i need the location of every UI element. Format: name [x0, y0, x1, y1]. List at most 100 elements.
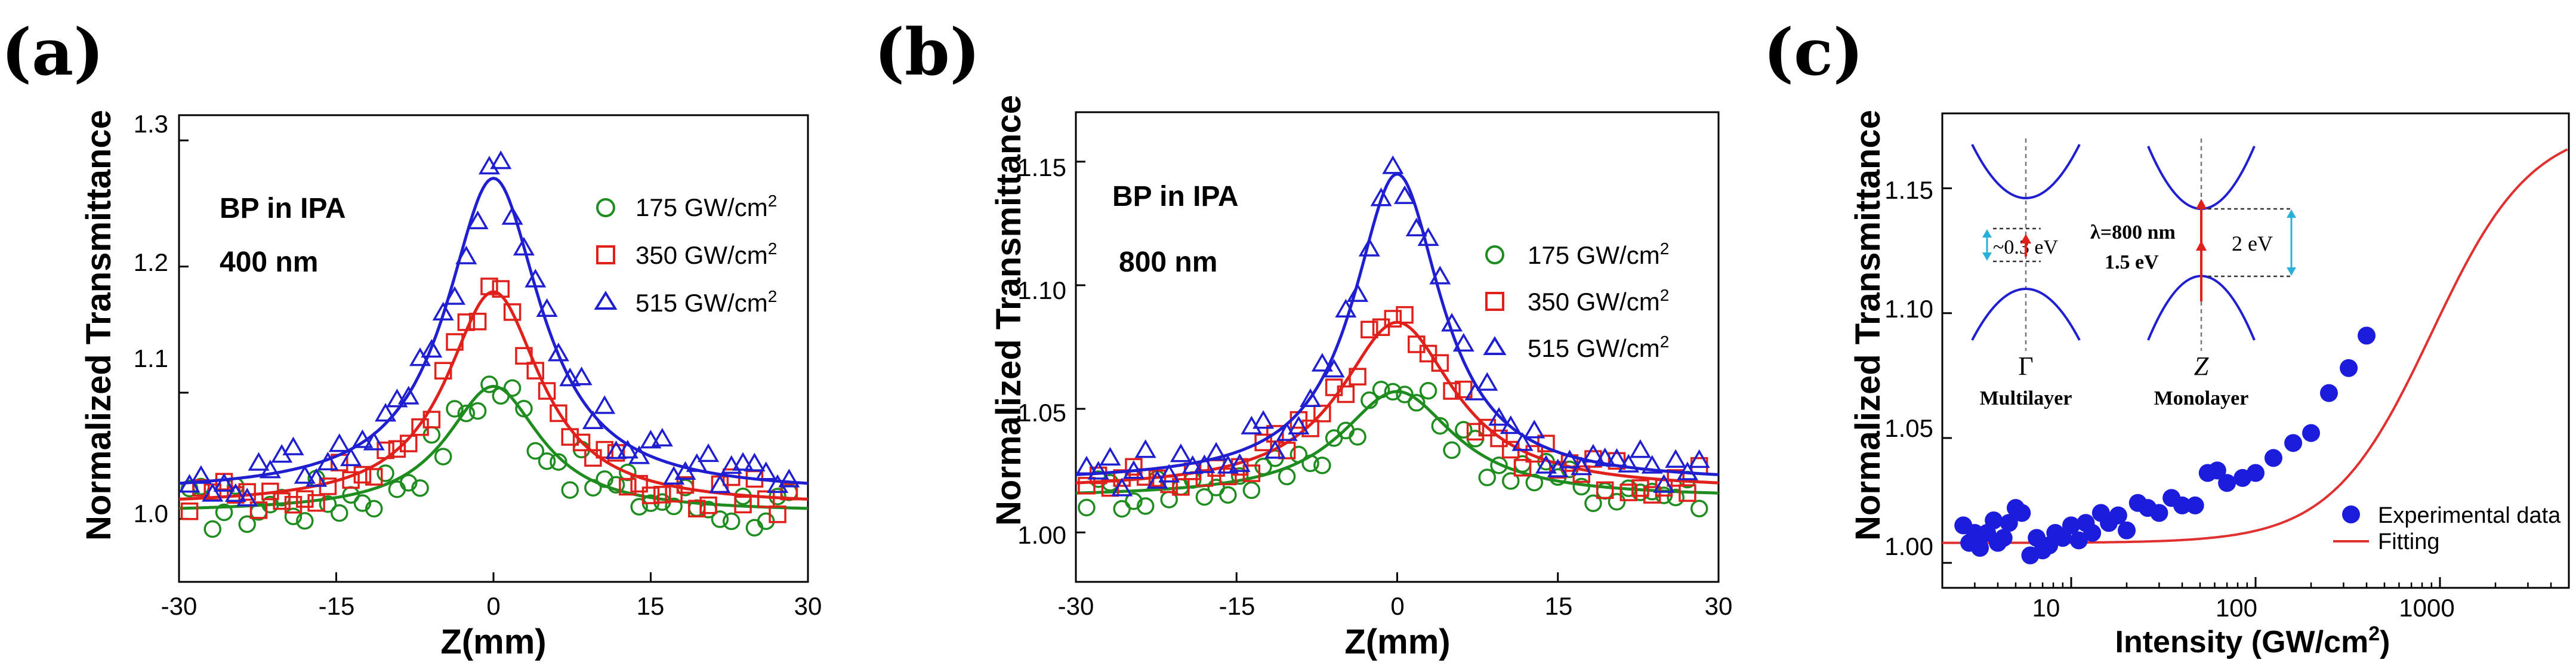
wavelength-annotation: 400 nm — [220, 246, 318, 278]
data-point-circle — [665, 497, 683, 516]
y-tick-label: 1.15 — [1017, 153, 1066, 181]
data-point — [2218, 474, 2236, 492]
x-tick-labels: -30 -15 0 15 30 — [1058, 592, 1733, 620]
optical-transitions — [2020, 199, 2207, 301]
data-point-triangle — [467, 210, 489, 230]
data-point-circle — [365, 500, 383, 518]
data-point-triangle — [1452, 332, 1474, 352]
data-point-circle — [399, 474, 418, 492]
data-point-triangle — [651, 427, 673, 447]
y-tick-label: 1.15 — [1884, 176, 1933, 204]
legend: Experimental data Fitting — [2333, 503, 2561, 554]
data-point-triangle — [1311, 353, 1333, 372]
data-point-circle — [1207, 479, 1225, 497]
wavelength-label: λ=800 nm — [2090, 221, 2176, 243]
data-point-triangle — [1170, 443, 1192, 463]
panel-label: (a) — [1, 15, 104, 90]
data-point-circle — [550, 453, 567, 471]
data-point-circle — [1572, 477, 1590, 496]
data-point — [2150, 504, 2168, 522]
legend-entry: Fitting — [2378, 529, 2439, 554]
legend: 175 GW/cm2 350 GW/cm2 515 GW/cm2 — [594, 192, 777, 317]
data-point-circle — [331, 504, 348, 522]
y-tick-label: 1.2 — [134, 248, 168, 276]
data-point-triangle — [1099, 446, 1121, 466]
data-point-circle — [1431, 417, 1449, 435]
data-point-triangle — [570, 366, 593, 386]
panel-b: (b) Normalized Transmittance Z(mm) -30 -… — [874, 15, 1732, 661]
legend-entry: 515 GW/cm2 — [635, 287, 777, 317]
data-point-square — [515, 347, 533, 365]
data-point-triangle — [1441, 313, 1463, 332]
data-point — [2247, 464, 2265, 482]
x-tick-labels: -30 -15 0 15 30 — [161, 592, 822, 620]
data-point-circle — [457, 404, 476, 423]
y-tick-label: 1.00 — [1017, 521, 1066, 549]
data-point-square — [734, 495, 752, 514]
data-point-triangle — [1653, 474, 1675, 493]
data-point-triangle — [375, 403, 397, 422]
data-point-triangle — [582, 410, 604, 430]
data-point-square — [457, 313, 476, 331]
data-point-triangle — [594, 395, 616, 414]
data-point-triangle — [1134, 439, 1156, 458]
data-point-circle — [1313, 457, 1331, 474]
data-point-triangle — [1618, 454, 1640, 473]
data-point — [2013, 504, 2031, 522]
data-point-triangle — [1075, 455, 1097, 474]
data-point-circle — [434, 448, 452, 465]
x-tick-label: 15 — [1545, 592, 1573, 620]
data-point-square — [192, 479, 210, 497]
data-point-triangle — [1641, 455, 1663, 474]
data-point-circle — [1513, 455, 1532, 473]
data-point-square — [1619, 483, 1637, 501]
data-point-triangle — [1688, 449, 1710, 468]
data-point-square — [757, 490, 775, 508]
data-point-square — [399, 434, 418, 452]
data-point-triangle — [1205, 442, 1227, 461]
valence-band — [1971, 288, 2081, 341]
data-point-circle — [1419, 382, 1437, 400]
sample-annotation: BP in IPA — [220, 193, 346, 224]
data-point-triangle — [755, 461, 777, 480]
x-axis-label: Z(mm) — [1344, 622, 1450, 661]
data-point-triangle — [202, 483, 224, 502]
data-point-triangle — [443, 286, 466, 305]
data-point-square — [1349, 368, 1366, 386]
data-point-triangle — [1559, 449, 1581, 468]
legend-entry: Experimental data — [2378, 503, 2561, 528]
data-point-triangle — [1606, 448, 1628, 467]
legend-marker-square — [596, 245, 615, 264]
data-point-square — [1313, 405, 1331, 423]
data-point-triangle — [328, 433, 350, 452]
transition-arrowhead — [2196, 199, 2207, 209]
legend-entry: 350 GW/cm2 — [635, 239, 777, 269]
data-point-square — [468, 313, 487, 331]
data-point — [1966, 523, 1984, 542]
data-point-square — [284, 495, 303, 514]
data-point-triangle — [1264, 440, 1286, 459]
data-point-triangle — [1158, 464, 1180, 483]
legend-marker-dot — [2342, 505, 2360, 523]
data-point-circle — [1490, 456, 1508, 474]
data-point-triangle — [397, 386, 419, 405]
data-point-triangle — [640, 430, 662, 449]
data-point-circle — [353, 494, 372, 512]
data-point-triangle — [513, 236, 535, 256]
x-tick-label: -15 — [1219, 592, 1255, 620]
data-point-circle — [1289, 445, 1308, 464]
data-point-circle — [1455, 421, 1473, 439]
data-point-circle — [1443, 441, 1461, 460]
band-gap-label: 2 eV — [2232, 232, 2273, 255]
data-point-square — [526, 362, 545, 380]
x-tick-labels: 10 100 1000 — [2032, 594, 2455, 622]
data-point — [1971, 539, 1989, 557]
data-point-triangle — [1429, 266, 1451, 285]
data-point-square — [1667, 469, 1685, 487]
data-point-triangle — [744, 452, 766, 471]
data-point-circle — [1219, 486, 1237, 504]
data-point-triangle — [1382, 155, 1404, 174]
data-point-square — [630, 474, 648, 493]
data-point-square — [1384, 310, 1402, 328]
data-point-square — [307, 494, 325, 512]
